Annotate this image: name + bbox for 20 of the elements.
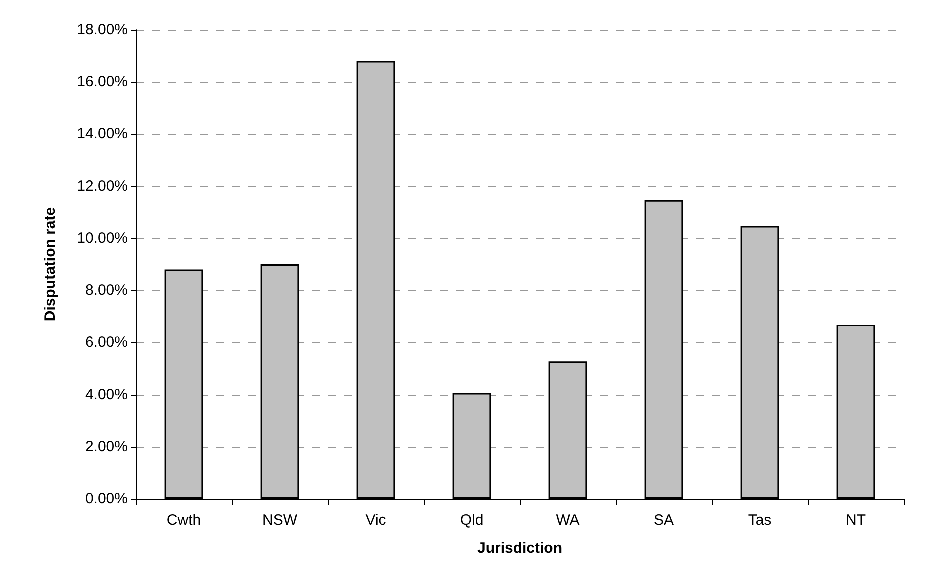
y-tick-label: 6.00% (85, 334, 128, 352)
x-tick-label: SA (654, 512, 674, 529)
x-axis-title: Jurisdiction (477, 540, 563, 557)
y-tick-label: 18.00% (77, 22, 128, 38)
y-tick-label: 0.00% (85, 490, 128, 508)
y-axis-title: Disputation rate (42, 207, 59, 322)
y-tick-label: 14.00% (77, 126, 128, 143)
x-tick-label: WA (556, 512, 580, 529)
x-tick-label: Tas (748, 512, 772, 529)
y-tick-label: 2.00% (85, 438, 128, 456)
x-tick-label: NSW (262, 512, 298, 529)
y-tick-label: 12.00% (77, 178, 128, 195)
y-tick-label: 8.00% (85, 282, 128, 300)
x-tick-label: NT (846, 512, 866, 529)
x-tick-label: Vic (366, 512, 387, 529)
x-tick-label: Cwth (166, 512, 202, 529)
y-tick-label: 4.00% (85, 386, 128, 404)
x-tick-label: Qld (460, 512, 484, 529)
y-tick-label: 16.00% (77, 74, 128, 91)
y-tick-label: 10.00% (77, 230, 128, 247)
